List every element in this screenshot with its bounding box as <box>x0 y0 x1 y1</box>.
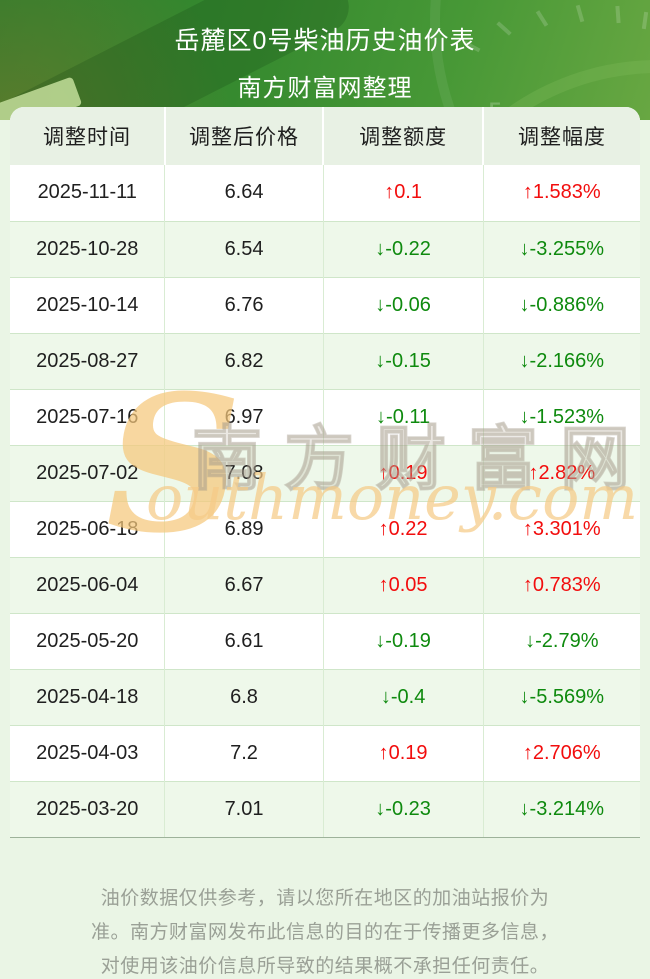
table-row: 2025-06-04 6.67 ↑0.05 ↑0.783% <box>10 556 640 613</box>
fuel-gauge-rim-icon <box>430 0 650 120</box>
price-cell: 6.97 <box>164 388 324 445</box>
price-cell: 7.2 <box>164 724 324 781</box>
date-cell: 2025-06-04 <box>10 556 165 613</box>
date-cell: 2025-07-02 <box>10 444 165 501</box>
change-cell: ↓-0.4 <box>322 668 484 725</box>
change-cell: ↓-0.11 <box>322 388 484 445</box>
change-cell: ↓-0.19 <box>322 612 484 669</box>
change-cell: ↓-0.23 <box>322 780 484 838</box>
change-pct-cell: ↑0.783% <box>482 556 640 613</box>
date-cell: 2025-05-20 <box>10 612 165 669</box>
date-cell: 2025-06-18 <box>10 500 165 557</box>
change-pct-cell: ↓-5.569% <box>482 668 640 725</box>
change-pct-cell: ↓-1.523% <box>482 388 640 445</box>
price-cell: 6.67 <box>164 556 324 613</box>
change-cell: ↓-0.06 <box>322 276 484 333</box>
col-header-adjust-price: 调整后价格 <box>163 107 324 165</box>
col-header-adjust-date: 调整时间 <box>10 107 165 165</box>
price-cell: 6.64 <box>164 165 324 221</box>
price-cell: 6.82 <box>164 332 324 389</box>
disclaimer-text: 油价数据仅供参考，请以您所在地区的加油站报价为准。南方财富网发布此信息的目的在于… <box>90 887 559 977</box>
date-cell: 2025-04-18 <box>10 668 165 725</box>
table-row: 2025-11-11 6.64 ↑0.1 ↑1.583% <box>10 165 640 221</box>
change-cell: ↑0.19 <box>322 724 484 781</box>
change-pct-cell: ↓-3.255% <box>482 220 640 277</box>
table-row: 2025-10-28 6.54 ↓-0.22 ↓-3.255% <box>10 220 640 277</box>
date-cell: 2025-10-14 <box>10 276 165 333</box>
change-cell: ↑0.05 <box>322 556 484 613</box>
change-cell: ↑0.1 <box>322 165 484 221</box>
table-row: 2025-04-03 7.2 ↑0.19 ↑2.706% <box>10 724 640 781</box>
page-title: 岳麓区0号柴油历史油价表 <box>174 27 476 55</box>
change-pct-cell: ↑2.706% <box>482 724 640 781</box>
table-header-row: 调整时间 调整后价格 调整额度 调整幅度 <box>10 107 640 165</box>
change-cell: ↑0.19 <box>322 444 484 501</box>
date-cell: 2025-08-27 <box>10 332 165 389</box>
page-subtitle: 南方财富网整理 <box>237 75 413 102</box>
date-cell: 2025-03-20 <box>10 780 165 838</box>
change-pct-cell: ↓-3.214% <box>482 780 640 838</box>
price-cell: 6.89 <box>164 500 324 557</box>
price-cell: 7.08 <box>164 444 324 501</box>
col-header-adjust-pct: 调整幅度 <box>482 107 640 165</box>
table-row: 2025-06-18 6.89 ↑0.22 ↑3.301% <box>10 500 640 557</box>
change-pct-cell: ↑1.583% <box>482 165 640 221</box>
table-row: 2025-10-14 6.76 ↓-0.06 ↓-0.886% <box>10 276 640 333</box>
price-cell: 6.8 <box>164 668 324 725</box>
change-cell: ↑0.22 <box>322 500 484 557</box>
col-header-adjust-amount: 调整额度 <box>322 107 484 165</box>
price-cell: 6.54 <box>164 220 324 277</box>
date-cell: 2025-11-11 <box>10 165 165 221</box>
change-pct-cell: ↓-2.79% <box>482 612 640 669</box>
page-banner: F ⛽ 岳麓区0号柴油历史油价表 南方财富网整理 <box>0 0 650 120</box>
page-footer: 油价数据仅供参考，请以您所在地区的加油站报价为准。南方财富网发布此信息的目的在于… <box>0 882 650 979</box>
change-pct-cell: ↓-0.886% <box>482 276 640 333</box>
change-cell: ↓-0.15 <box>322 332 484 389</box>
change-pct-cell: ↓-2.166% <box>482 332 640 389</box>
price-table: 调整时间 调整后价格 调整额度 调整幅度 2025-11-11 6.64 ↑0.… <box>10 107 640 838</box>
change-pct-cell: ↑3.301% <box>482 500 640 557</box>
price-table-container: 调整时间 调整后价格 调整额度 调整幅度 2025-11-11 6.64 ↑0.… <box>10 107 640 838</box>
table-row: 2025-08-27 6.82 ↓-0.15 ↓-2.166% <box>10 332 640 389</box>
price-table-body: 2025-11-11 6.64 ↑0.1 ↑1.583% 2025-10-28 … <box>10 165 640 838</box>
date-cell: 2025-10-28 <box>10 220 165 277</box>
table-row: 2025-03-20 7.01 ↓-0.23 ↓-3.214% <box>10 780 640 838</box>
table-row: 2025-04-18 6.8 ↓-0.4 ↓-5.569% <box>10 668 640 725</box>
change-pct-cell: ↑2.82% <box>482 444 640 501</box>
table-row: 2025-07-16 6.97 ↓-0.11 ↓-1.523% <box>10 388 640 445</box>
price-cell: 6.76 <box>164 276 324 333</box>
price-cell: 6.61 <box>164 612 324 669</box>
table-row: 2025-05-20 6.61 ↓-0.19 ↓-2.79% <box>10 612 640 669</box>
date-cell: 2025-04-03 <box>10 724 165 781</box>
date-cell: 2025-07-16 <box>10 388 165 445</box>
price-cell: 7.01 <box>164 780 324 838</box>
change-cell: ↓-0.22 <box>322 220 484 277</box>
table-row: 2025-07-02 7.08 ↑0.19 ↑2.82% <box>10 444 640 501</box>
